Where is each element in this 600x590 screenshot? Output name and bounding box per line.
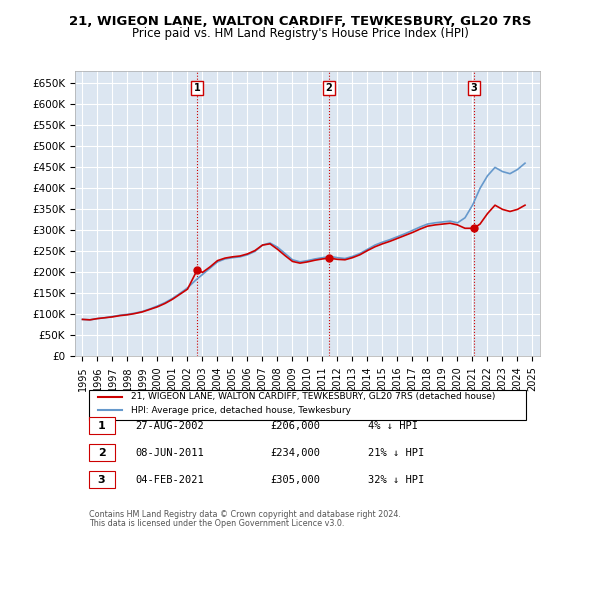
- Text: 21, WIGEON LANE, WALTON CARDIFF, TEWKESBURY, GL20 7RS: 21, WIGEON LANE, WALTON CARDIFF, TEWKESB…: [69, 15, 531, 28]
- Text: 08-JUN-2011: 08-JUN-2011: [136, 448, 204, 457]
- FancyBboxPatch shape: [89, 471, 115, 488]
- FancyBboxPatch shape: [89, 390, 526, 421]
- FancyBboxPatch shape: [89, 444, 115, 461]
- Text: £234,000: £234,000: [270, 448, 320, 457]
- Text: 2: 2: [98, 448, 106, 457]
- Text: 27-AUG-2002: 27-AUG-2002: [136, 421, 204, 431]
- Text: 2: 2: [326, 83, 332, 93]
- Text: 3: 3: [470, 83, 477, 93]
- FancyBboxPatch shape: [89, 417, 115, 434]
- Text: 3: 3: [98, 474, 106, 484]
- Text: £206,000: £206,000: [270, 421, 320, 431]
- Text: 04-FEB-2021: 04-FEB-2021: [136, 474, 204, 484]
- Text: HPI: Average price, detached house, Tewkesbury: HPI: Average price, detached house, Tewk…: [131, 406, 351, 415]
- Text: 1: 1: [98, 421, 106, 431]
- Text: 21% ↓ HPI: 21% ↓ HPI: [368, 448, 424, 457]
- Text: 4% ↓ HPI: 4% ↓ HPI: [368, 421, 418, 431]
- Text: £305,000: £305,000: [270, 474, 320, 484]
- Text: This data is licensed under the Open Government Licence v3.0.: This data is licensed under the Open Gov…: [89, 519, 344, 528]
- Text: Contains HM Land Registry data © Crown copyright and database right 2024.: Contains HM Land Registry data © Crown c…: [89, 510, 401, 519]
- Text: 21, WIGEON LANE, WALTON CARDIFF, TEWKESBURY, GL20 7RS (detached house): 21, WIGEON LANE, WALTON CARDIFF, TEWKESB…: [131, 392, 495, 401]
- Text: Price paid vs. HM Land Registry's House Price Index (HPI): Price paid vs. HM Land Registry's House …: [131, 27, 469, 40]
- Text: 32% ↓ HPI: 32% ↓ HPI: [368, 474, 424, 484]
- Text: 1: 1: [194, 83, 200, 93]
